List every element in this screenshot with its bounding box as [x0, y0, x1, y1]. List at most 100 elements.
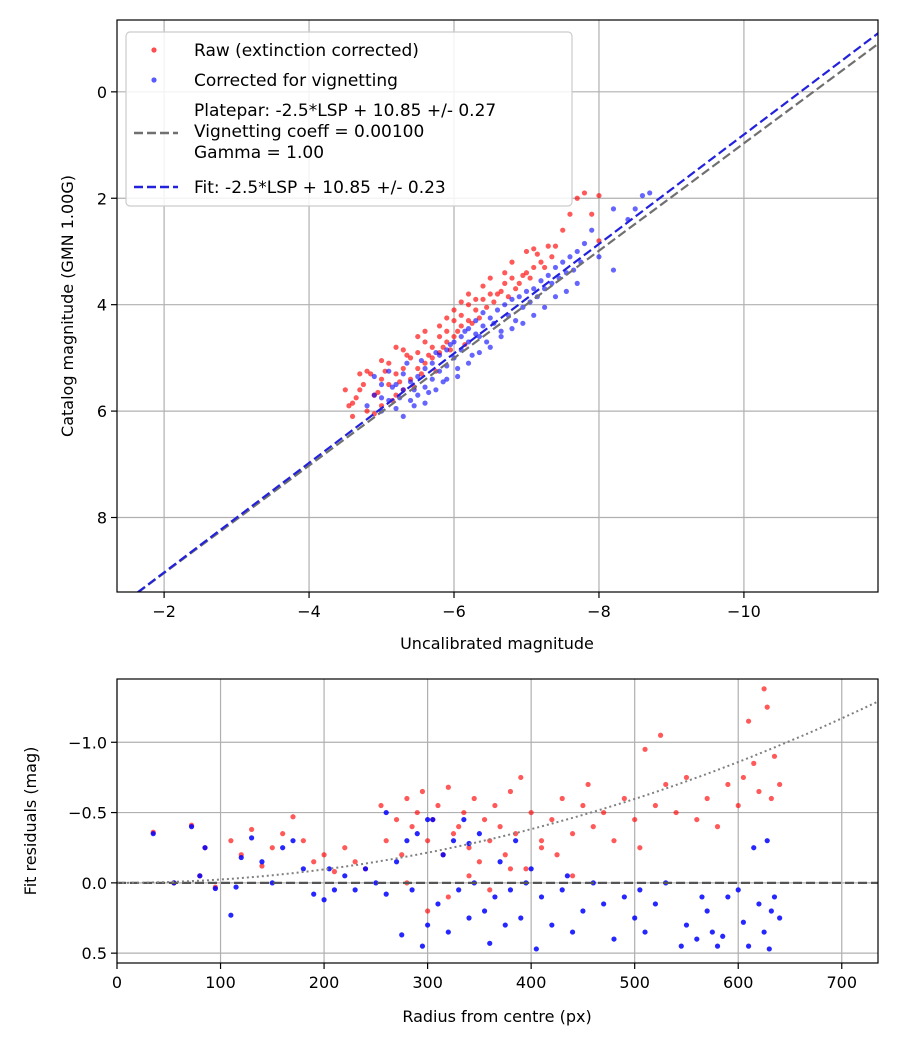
- bottom-data: [117, 686, 878, 952]
- top-series-0-point: [505, 294, 511, 300]
- top-series-1-point: [476, 349, 482, 356]
- top-series-1-point: [552, 264, 559, 271]
- bottom-series-0-point: [714, 824, 721, 830]
- bottom-series-0-point: [756, 788, 762, 795]
- top-series-1-point: [404, 360, 410, 366]
- bottom-series-0-point: [280, 831, 286, 837]
- bottom-series-1-point: [238, 854, 244, 861]
- bottom-series-0-point: [569, 873, 576, 879]
- bottom-series-0-point: [393, 816, 400, 823]
- top-series-0-point: [523, 270, 530, 276]
- top-series-0-point: [458, 299, 464, 305]
- bottom-series-0-point: [771, 753, 778, 759]
- bottom-series-1-point: [269, 880, 275, 886]
- top-series-0-point: [531, 264, 537, 271]
- top-series-1-point: [429, 360, 435, 366]
- bottom-series-1-point: [720, 933, 726, 939]
- legend-platepar-line: Vignetting coeff = 0.00100: [194, 122, 424, 142]
- top-series-1-point: [574, 280, 580, 286]
- legend-marker-raw: [151, 47, 157, 53]
- top-series-1-point: [542, 304, 548, 310]
- top-series-1-point: [531, 286, 537, 292]
- bottom-series-1-point: [764, 838, 770, 844]
- bottom-series-1-point: [487, 940, 493, 946]
- bottom-series-0-point: [342, 845, 348, 851]
- bottom-series-1-point: [652, 901, 658, 907]
- top-series-0-point: [444, 328, 450, 334]
- bottom-series-1-point: [678, 943, 684, 949]
- top-series-1-point: [545, 272, 551, 279]
- bottom-x-tick-label: 700: [826, 973, 857, 992]
- top-series-1-point: [574, 248, 580, 255]
- top-series-0-point: [357, 387, 363, 393]
- top-series-0-point: [574, 195, 580, 201]
- top-series-0-point: [382, 368, 388, 374]
- top-series-1-point: [480, 323, 486, 329]
- bottom-series-0-point: [497, 824, 503, 830]
- bottom-y-tick-label: −1.0: [68, 733, 107, 752]
- top-series-0-point: [469, 320, 475, 326]
- bottom-series-0-point: [435, 802, 441, 809]
- bottom-series-1-point: [683, 922, 690, 928]
- legend-label-raw: Raw (extinction corrected): [194, 41, 419, 61]
- top-series-1-point: [473, 318, 479, 324]
- top-series-0-point: [534, 251, 540, 257]
- top-series-3-line: [136, 32, 878, 592]
- top-series-0-point: [436, 333, 443, 340]
- legend-label-platepar: Platepar: -2.5*LSP + 10.85 +/- 0.27 Vigne…: [194, 101, 496, 163]
- top-y-tick-label: 8: [97, 509, 107, 528]
- bottom-series-1-point: [637, 887, 643, 893]
- bottom-series-1-point: [528, 866, 534, 872]
- top-series-1-point: [567, 254, 573, 260]
- top-series-1-point: [440, 379, 446, 385]
- bottom-series-3-curve: [117, 700, 878, 884]
- top-series-0-point: [509, 275, 515, 281]
- top-series-0-point: [407, 355, 414, 361]
- bottom-series-0-point: [290, 814, 296, 820]
- top-series-0-point: [531, 246, 537, 252]
- bottom-series-0-point: [549, 816, 555, 823]
- bottom-series-0-point: [259, 863, 265, 869]
- bottom-series-0-point: [768, 795, 774, 802]
- top-series-0-point: [523, 248, 530, 255]
- legend-label-corrected: Corrected for vignetting: [194, 71, 398, 91]
- bottom-series-1-point: [321, 897, 327, 903]
- bottom-series-1-point: [564, 873, 570, 879]
- bottom-series-1-point: [735, 887, 741, 893]
- bottom-series-1-point: [326, 866, 332, 872]
- legend-platepar-line: Platepar: -2.5*LSP + 10.85 +/- 0.27: [194, 101, 496, 121]
- bottom-series-0-point: [456, 824, 462, 830]
- top-series-1-point: [411, 403, 417, 409]
- top-series-1-point: [422, 365, 428, 372]
- bottom-series-1-point: [621, 894, 627, 900]
- top-series-2-line: [136, 43, 878, 592]
- bottom-series-1-point: [409, 887, 415, 893]
- bottom-series-0-point: [559, 795, 565, 802]
- bottom-series-0-point: [476, 859, 482, 865]
- top-series-1-point: [429, 376, 435, 382]
- residuals-panel: 0 100 200 300 400 500 600 700 0.5 0.0 −0.5 −1.0 Rad…: [21, 678, 879, 1026]
- top-series-1-point: [487, 315, 493, 321]
- top-series-0-point: [458, 312, 464, 318]
- top-series-1-point: [549, 280, 555, 286]
- bottom-series-0-point: [445, 894, 451, 900]
- bottom-series-0-point: [321, 852, 327, 858]
- top-series-0-point: [502, 280, 508, 286]
- top-series-0-point: [349, 413, 356, 420]
- top-series-1-point: [502, 302, 508, 308]
- top-series-0-point: [509, 259, 515, 265]
- top-series-0-point: [342, 387, 348, 393]
- top-y-axis-label: Catalog magnitude (GMN 1.00G): [58, 175, 77, 437]
- top-series-1-point: [465, 360, 472, 366]
- top-series-0-point: [386, 360, 392, 366]
- bottom-series-0-point: [683, 774, 690, 781]
- bottom-series-0-point: [663, 781, 669, 788]
- top-ticks: −2 −4 −6 −8 −10 0 2 4 6 8: [97, 83, 761, 621]
- bottom-series-1-point: [430, 816, 436, 823]
- top-series-0-point: [422, 339, 428, 345]
- top-series-0-point: [346, 403, 352, 409]
- bottom-series-1-point: [202, 845, 208, 851]
- top-series-1-point: [465, 326, 472, 332]
- bottom-series-1-point: [352, 887, 358, 893]
- bottom-series-1-point: [513, 838, 519, 844]
